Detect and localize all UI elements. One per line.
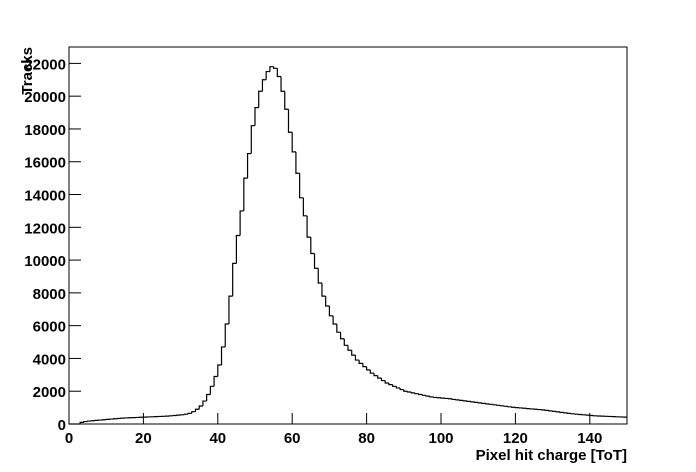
histogram-bin — [377, 375, 382, 379]
histogram-bin — [295, 151, 300, 174]
histogram-bin — [321, 283, 326, 297]
y-tick-label: 16000 — [24, 155, 66, 172]
y-tick-label: 20000 — [24, 89, 66, 106]
histogram-bin — [347, 345, 352, 351]
histogram-bin — [332, 315, 337, 325]
histogram-bin — [429, 396, 434, 398]
plot-frame — [68, 46, 628, 425]
histogram-bin — [317, 268, 322, 284]
histogram-bin — [232, 262, 237, 297]
histogram-bin — [392, 384, 397, 387]
histogram-bin — [235, 234, 241, 264]
histogram-bin — [213, 375, 218, 387]
histogram-bin — [243, 177, 248, 211]
y-tick-label: 0 — [58, 417, 66, 434]
histogram-bin — [228, 295, 233, 325]
y-tick-label: 12000 — [24, 220, 66, 237]
histogram-bin — [287, 109, 293, 133]
x-tick-label: 120 — [503, 430, 528, 447]
histogram-bin — [384, 380, 389, 384]
x-tick-label: 80 — [358, 430, 375, 447]
y-tick-label: 10000 — [24, 253, 66, 270]
histogram-bin — [224, 323, 229, 347]
histogram-bin — [269, 66, 274, 72]
histogram-bin — [366, 366, 371, 371]
histogram-bin — [280, 76, 285, 92]
histogram-bin — [187, 412, 192, 415]
histogram-bin — [246, 152, 252, 179]
histogram-bin — [343, 338, 348, 346]
y-tick-label: 18000 — [24, 122, 66, 139]
histogram-bin — [191, 411, 196, 414]
histogram-bin — [306, 215, 311, 238]
histogram-bin — [202, 400, 207, 406]
histogram-bin — [418, 393, 423, 396]
histogram-bin — [410, 392, 415, 394]
histogram-bin — [302, 197, 308, 217]
histogram-bin — [254, 107, 259, 126]
histogram-bin — [299, 173, 304, 199]
histogram-bin — [425, 395, 430, 397]
histogram-bin — [313, 253, 319, 269]
histogram-bin — [284, 91, 289, 110]
x-tick-label: 20 — [135, 430, 152, 447]
histogram-bin — [83, 420, 88, 423]
y-tick-label: 2000 — [33, 384, 66, 401]
histogram-bin — [194, 408, 200, 412]
histogram-bin — [373, 373, 378, 377]
histogram-bin — [220, 346, 226, 365]
histogram-bin — [276, 68, 282, 78]
y-tick-label: 14000 — [24, 188, 66, 205]
histogram-bin — [198, 405, 203, 410]
x-tick-label: 0 — [65, 430, 73, 447]
y-tick-label: 22000 — [24, 56, 66, 73]
histogram-bin — [358, 360, 363, 364]
y-tick-label: 8000 — [33, 286, 66, 303]
histogram-bin — [339, 332, 345, 340]
histogram-bin — [336, 324, 341, 333]
histogram-bin — [414, 392, 419, 395]
histogram-bin — [206, 393, 211, 402]
y-tick-label: 4000 — [33, 351, 66, 368]
y-tick-label: 6000 — [33, 319, 66, 336]
x-tick-label: 100 — [428, 430, 453, 447]
histogram-bin — [183, 413, 189, 415]
histogram-bin — [406, 391, 412, 393]
histogram-bin — [239, 210, 244, 236]
histogram-bin — [250, 125, 255, 154]
histogram-bin — [79, 421, 84, 424]
histogram-bin — [451, 398, 456, 401]
y-axis-title: Tracks — [19, 47, 36, 95]
histogram-bin — [362, 363, 367, 368]
histogram-bin — [328, 305, 334, 317]
histogram-bin — [261, 79, 267, 92]
histogram-bin — [369, 369, 375, 374]
histogram-bin — [403, 389, 408, 392]
x-tick-label: 40 — [209, 430, 226, 447]
histogram-bin — [395, 386, 401, 389]
histogram-bin — [209, 385, 215, 395]
x-tick-label: 140 — [577, 430, 602, 447]
histogram-bin — [351, 350, 356, 356]
histogram-bin — [310, 237, 315, 255]
histogram-bin — [388, 383, 393, 386]
histogram-bin — [217, 364, 222, 377]
histogram-bin — [354, 355, 360, 361]
histogram-bin — [265, 70, 270, 80]
x-tick-label: 60 — [284, 430, 301, 447]
histogram-bin — [291, 132, 296, 153]
histogram-bin — [399, 387, 404, 391]
histogram-bin — [421, 394, 427, 396]
histogram-bin — [258, 90, 263, 108]
histogram-bin — [273, 66, 278, 69]
histogram-bin — [325, 296, 330, 307]
x-axis-title: Pixel hit charge [ToT] — [476, 447, 627, 464]
histogram-bin — [380, 378, 386, 382]
